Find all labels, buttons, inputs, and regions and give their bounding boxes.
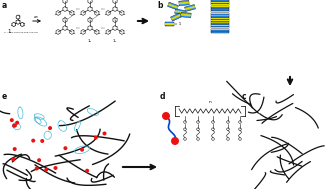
Bar <box>211 13 229 14</box>
Bar <box>170 13 182 21</box>
Bar <box>211 11 229 12</box>
Text: b: b <box>157 1 163 10</box>
Bar <box>211 6 229 8</box>
Bar <box>211 32 229 33</box>
Bar <box>181 12 191 18</box>
Circle shape <box>85 169 89 173</box>
Bar <box>211 26 229 29</box>
Bar <box>211 20 229 21</box>
Text: e: e <box>2 92 7 101</box>
Bar <box>168 3 178 9</box>
Text: d: d <box>160 92 165 101</box>
Bar <box>211 6 229 7</box>
Circle shape <box>63 146 67 150</box>
Circle shape <box>10 118 14 122</box>
Circle shape <box>37 158 41 162</box>
Bar <box>211 31 229 33</box>
Bar <box>167 2 178 10</box>
Bar <box>179 2 189 4</box>
Circle shape <box>35 167 39 170</box>
Bar <box>211 29 229 30</box>
Bar <box>211 25 229 26</box>
Text: $\alpha_n$: $\alpha_n$ <box>33 15 39 21</box>
Text: X = Gly-Leu-Lys-Phe-Lys-OH: X = Gly-Leu-Lys-Phe-Lys-OH <box>4 32 38 33</box>
Bar <box>211 8 229 10</box>
Circle shape <box>13 123 17 127</box>
Text: 1: 1 <box>7 29 11 34</box>
Bar <box>179 0 189 6</box>
Bar <box>175 9 185 15</box>
Bar <box>211 3 229 5</box>
Bar <box>211 15 229 16</box>
Bar <box>175 10 185 14</box>
Bar <box>211 12 229 15</box>
Bar <box>164 23 173 25</box>
Bar <box>164 22 173 26</box>
Circle shape <box>44 168 48 172</box>
Circle shape <box>103 132 107 136</box>
Bar <box>211 24 229 26</box>
Circle shape <box>12 124 16 128</box>
Bar <box>211 10 229 12</box>
Bar <box>181 14 191 16</box>
Bar <box>211 15 229 17</box>
Bar <box>211 4 229 5</box>
Bar <box>211 29 229 31</box>
Circle shape <box>40 139 44 143</box>
Circle shape <box>171 137 179 145</box>
Bar <box>211 27 229 28</box>
Circle shape <box>162 112 170 120</box>
Bar <box>211 18 229 19</box>
Circle shape <box>15 121 19 125</box>
Text: 1₇: 1₇ <box>113 39 117 43</box>
Circle shape <box>94 136 98 139</box>
Text: c: c <box>242 92 247 101</box>
Text: 1₆: 1₆ <box>88 39 92 43</box>
Circle shape <box>31 139 35 143</box>
Circle shape <box>80 148 84 152</box>
Bar <box>211 17 229 19</box>
Bar <box>185 6 195 10</box>
Circle shape <box>13 147 17 151</box>
Bar <box>171 14 181 20</box>
Bar <box>211 22 229 23</box>
Text: a: a <box>2 1 7 10</box>
Bar <box>185 5 195 12</box>
Text: = 1: = 1 <box>174 22 182 26</box>
Circle shape <box>54 166 58 170</box>
Circle shape <box>11 157 15 161</box>
Bar <box>211 0 229 1</box>
Bar <box>211 1 229 3</box>
Circle shape <box>48 126 52 130</box>
Bar <box>211 19 229 22</box>
Text: n: n <box>209 100 211 104</box>
Bar <box>211 22 229 24</box>
